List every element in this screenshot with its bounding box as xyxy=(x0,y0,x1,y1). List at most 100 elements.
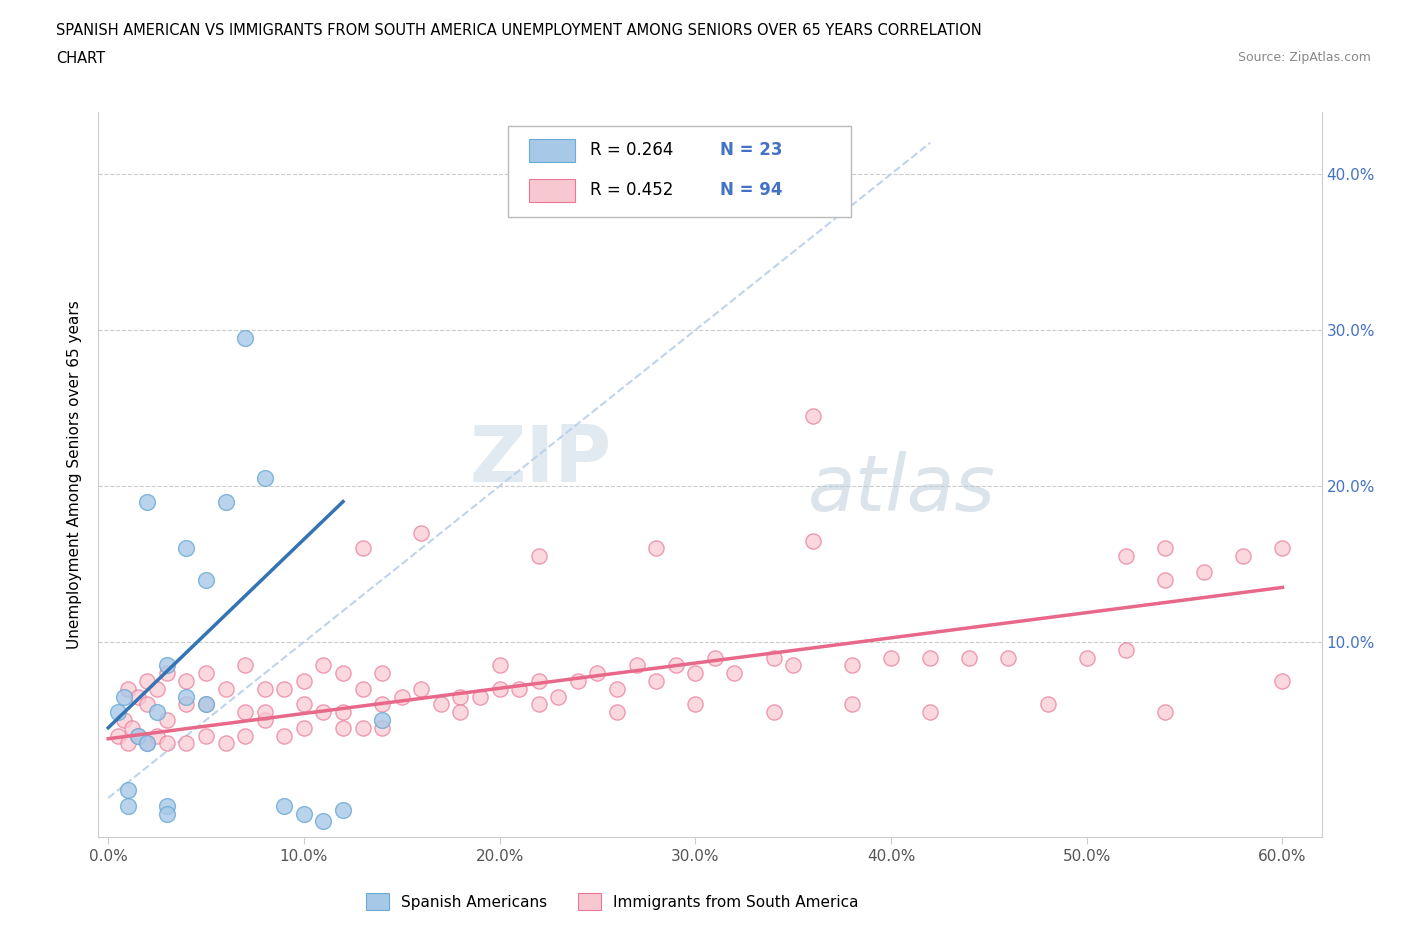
Point xyxy=(782,658,804,672)
Point xyxy=(665,658,688,672)
Point xyxy=(253,682,276,697)
Point xyxy=(488,658,510,672)
Point xyxy=(1115,643,1137,658)
FancyBboxPatch shape xyxy=(508,126,851,217)
Point xyxy=(371,721,394,736)
Point xyxy=(762,650,785,665)
Point xyxy=(1271,673,1294,688)
Point xyxy=(253,471,276,485)
Point xyxy=(156,736,179,751)
Point xyxy=(1271,541,1294,556)
Point xyxy=(127,728,149,743)
Point xyxy=(332,803,354,817)
Point xyxy=(920,650,942,665)
Point xyxy=(195,697,218,711)
Text: N = 94: N = 94 xyxy=(720,181,782,199)
Point xyxy=(450,689,472,704)
Point xyxy=(273,798,295,813)
Point xyxy=(253,712,276,727)
Point xyxy=(233,330,256,345)
Point xyxy=(1115,549,1137,564)
Text: Source: ZipAtlas.com: Source: ZipAtlas.com xyxy=(1237,51,1371,64)
Point xyxy=(352,541,374,556)
Point xyxy=(292,721,315,736)
Text: R = 0.264: R = 0.264 xyxy=(591,141,673,159)
Point xyxy=(156,798,179,813)
Text: SPANISH AMERICAN VS IMMIGRANTS FROM SOUTH AMERICA UNEMPLOYMENT AMONG SENIORS OVE: SPANISH AMERICAN VS IMMIGRANTS FROM SOUT… xyxy=(56,23,981,38)
Point xyxy=(468,689,491,704)
Point xyxy=(195,697,218,711)
Point xyxy=(136,736,159,751)
Point xyxy=(127,689,149,704)
Point xyxy=(312,658,335,672)
Bar xyxy=(529,179,575,203)
Point xyxy=(214,494,236,509)
Point xyxy=(703,650,725,665)
Point xyxy=(1154,541,1177,556)
Point xyxy=(273,728,295,743)
Point xyxy=(801,533,824,548)
Point xyxy=(176,541,198,556)
Point xyxy=(1232,549,1254,564)
Point xyxy=(112,689,135,704)
Point xyxy=(645,673,668,688)
Point xyxy=(136,736,159,751)
Point xyxy=(371,712,394,727)
Point xyxy=(253,705,276,720)
Point xyxy=(156,658,179,672)
Point xyxy=(107,728,129,743)
Point xyxy=(214,682,236,697)
Point xyxy=(292,697,315,711)
Point xyxy=(957,650,980,665)
Point xyxy=(391,689,413,704)
Point xyxy=(312,705,335,720)
Point xyxy=(586,666,609,681)
Point xyxy=(117,783,139,798)
Point xyxy=(508,682,530,697)
Point xyxy=(233,658,256,672)
Point xyxy=(685,666,707,681)
Point xyxy=(136,697,159,711)
Point xyxy=(371,697,394,711)
Point xyxy=(1154,572,1177,587)
Point xyxy=(723,666,745,681)
Point xyxy=(527,549,550,564)
Point xyxy=(332,705,354,720)
Point xyxy=(176,697,198,711)
Point xyxy=(527,697,550,711)
Point xyxy=(1036,697,1059,711)
Point xyxy=(214,736,236,751)
Point xyxy=(136,673,159,688)
Point xyxy=(233,728,256,743)
Point xyxy=(488,682,510,697)
Point xyxy=(801,408,824,423)
Point xyxy=(547,689,569,704)
Point xyxy=(117,736,139,751)
Point xyxy=(606,682,628,697)
Point xyxy=(146,682,169,697)
Bar xyxy=(529,140,575,163)
Point xyxy=(1076,650,1098,665)
Point xyxy=(880,650,903,665)
Point xyxy=(685,697,707,711)
Point xyxy=(112,712,135,727)
Point xyxy=(606,705,628,720)
Y-axis label: Unemployment Among Seniors over 65 years: Unemployment Among Seniors over 65 years xyxy=(67,300,83,649)
Point xyxy=(117,682,139,697)
Point xyxy=(107,705,129,720)
Point xyxy=(567,673,589,688)
Legend: Spanish Americans, Immigrants from South America: Spanish Americans, Immigrants from South… xyxy=(360,886,865,916)
Point xyxy=(450,705,472,720)
Point xyxy=(195,572,218,587)
Point xyxy=(411,682,433,697)
Point xyxy=(920,705,942,720)
Point xyxy=(997,650,1019,665)
Point xyxy=(127,728,149,743)
Point xyxy=(626,658,648,672)
Point xyxy=(645,541,668,556)
Point xyxy=(146,728,169,743)
Text: CHART: CHART xyxy=(56,51,105,66)
Text: atlas: atlas xyxy=(808,451,995,526)
Point xyxy=(371,666,394,681)
Point xyxy=(1192,565,1215,579)
